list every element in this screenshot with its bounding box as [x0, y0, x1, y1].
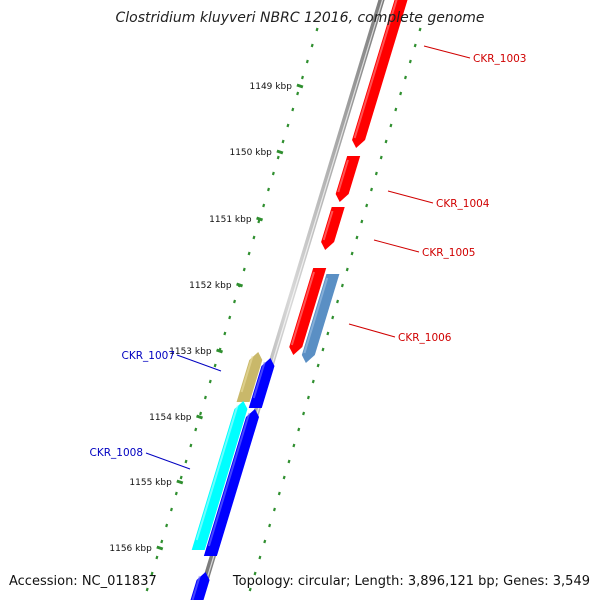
gene-label-CKR_1006[interactable]: CKR_1006 [398, 332, 452, 344]
gene-reverse-1[interactable] [248, 358, 275, 408]
genome-summary-text: Topology: circular; Length: 3,896,121 bp… [232, 574, 590, 589]
gene-CKR_1007[interactable] [236, 352, 263, 402]
gene-leader-line [176, 354, 222, 372]
kbp-tick-label: 1150 kbp [229, 148, 272, 158]
gene-label-CKR_1007[interactable]: CKR_1007 [122, 350, 175, 362]
gene-leader-line [373, 239, 420, 253]
inner-scale-track [145, 27, 319, 592]
outer-scale-track [248, 27, 422, 592]
gene-leader-line [423, 45, 471, 59]
kbp-tick-label: 1156 kbp [109, 544, 152, 554]
kbp-tick-label: 1154 kbp [149, 413, 192, 423]
kbp-tick-mark [196, 414, 203, 420]
kbp-tick-label: 1152 kbp [189, 281, 232, 291]
gene-label-CKR_1005[interactable]: CKR_1005 [422, 247, 475, 259]
map-title: Clostridium kluyveri NBRC 12016, complet… [115, 10, 485, 26]
gene-reverse-3[interactable] [187, 572, 210, 600]
gene-label-CKR_1003[interactable]: CKR_1003 [473, 53, 526, 65]
kbp-tick-label: 1151 kbp [209, 215, 252, 225]
gene-label-CKR_1008[interactable]: CKR_1008 [90, 447, 143, 459]
kbp-tick-mark [296, 83, 304, 89]
kbp-tick-mark [236, 282, 244, 288]
kbp-tick-label: 1155 kbp [129, 478, 172, 488]
gene-CKR_1006[interactable] [301, 274, 340, 363]
kbp-tick-mark [256, 216, 264, 222]
gene-leader-line [145, 452, 191, 470]
gene-reverse-2[interactable] [203, 409, 260, 556]
gene-forward-unnamed[interactable] [289, 268, 327, 355]
gene-CKR_1005[interactable] [321, 207, 345, 250]
kbp-tick-mark [176, 479, 184, 485]
kbp-tick-mark [276, 149, 284, 155]
gene-CKR_1003[interactable] [352, 0, 409, 148]
kbp-tick-label: 1153 kbp [169, 347, 212, 357]
gene-CKR_1008[interactable] [191, 401, 248, 550]
gene-CKR_1004[interactable] [335, 156, 361, 202]
kbp-tick-label: 1149 kbp [250, 82, 293, 92]
gene-leader-line [348, 323, 396, 338]
kbp-tick-mark [156, 545, 164, 551]
gene-label-CKR_1004[interactable]: CKR_1004 [436, 198, 490, 210]
accession-text: Accession: NC_011837 [9, 574, 157, 589]
gene-leader-line [387, 190, 434, 204]
kbp-tick-mark [216, 348, 224, 354]
